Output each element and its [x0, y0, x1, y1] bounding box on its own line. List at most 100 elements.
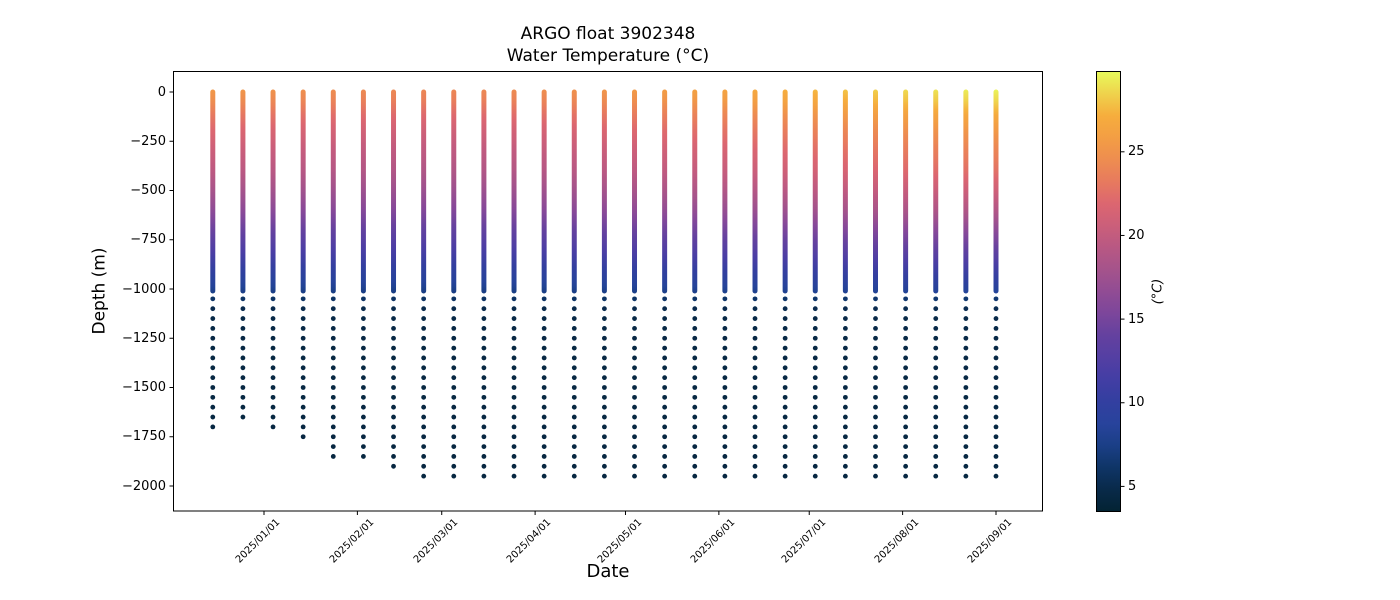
profile-deep-dot	[812, 375, 818, 381]
profile-deep-dot	[662, 444, 668, 449]
profile-deep-dot	[842, 394, 848, 400]
profile-deep-dot	[481, 394, 487, 400]
profile-deep-dot	[481, 296, 487, 302]
profile-deep-dot	[481, 335, 487, 341]
profile-deep-dot	[782, 306, 788, 312]
profile-deep-dot	[210, 424, 216, 430]
profile-deep-dot	[993, 454, 999, 459]
profile-deep-dot	[240, 335, 246, 341]
profile-deep-dot	[933, 404, 939, 410]
profile-deep-dot	[421, 463, 427, 469]
profile-deep-dot	[421, 424, 427, 430]
profile-deep-dot	[270, 414, 276, 420]
profile-deep-dot	[842, 326, 848, 331]
profile-deep-dot	[963, 355, 969, 361]
profile-deep-dot	[541, 345, 547, 351]
profile-deep-dot	[632, 296, 637, 302]
profile-deep-dot	[812, 316, 818, 321]
profile-deep-dot	[541, 454, 547, 459]
profile-deep-dot	[662, 463, 668, 469]
profile-deep-dot	[571, 463, 577, 469]
profile-deep-dot	[511, 473, 517, 479]
profile-deep-dot	[873, 404, 878, 410]
profile-deep-dot	[842, 463, 848, 469]
profile-deep-dot	[481, 414, 487, 420]
profile-deep-dot	[662, 345, 668, 351]
profile-deep-dot	[481, 444, 487, 449]
profile-deep-dot	[300, 316, 306, 321]
profile-deep-dot	[903, 414, 909, 420]
profile-deep-dot	[963, 306, 969, 312]
profile-deep-dot	[541, 434, 547, 440]
profile-deep-dot	[300, 306, 306, 312]
colorbar-label: (°C)	[1150, 278, 1166, 305]
profile-deep-dot	[601, 326, 607, 331]
profile-deep-dot	[782, 326, 788, 331]
profile-deep-dot	[210, 414, 216, 420]
profile-deep-dot	[692, 335, 698, 341]
profile-deep-dot	[300, 335, 306, 341]
profile-deep-dot	[873, 296, 878, 302]
profile-deep-dot	[722, 424, 728, 430]
profile-deep-dot	[812, 365, 818, 371]
profile-deep-dot	[361, 345, 366, 351]
profile-upper-strip	[963, 89, 969, 294]
profile-deep-dot	[692, 326, 698, 331]
profile-deep-dot	[330, 326, 336, 331]
profile-deep-dot	[842, 454, 848, 459]
profile-deep-dot	[361, 444, 366, 449]
profile-deep-dot	[903, 306, 909, 312]
profile-deep-dot	[993, 375, 999, 381]
profile-deep-dot	[240, 316, 246, 321]
profile-deep-dot	[601, 414, 607, 420]
profile-deep-dot	[210, 306, 216, 312]
colorbar-tick-label: 15	[1128, 311, 1145, 327]
profile-deep-dot	[511, 326, 517, 331]
profile-deep-dot	[752, 296, 758, 302]
profile-deep-dot	[993, 424, 999, 430]
profile-deep-dot	[692, 434, 698, 440]
profile-deep-dot	[481, 424, 487, 430]
profile-upper-strip	[481, 89, 487, 294]
profile-deep-dot	[752, 394, 758, 400]
profile-deep-dot	[993, 414, 999, 420]
profile-deep-dot	[210, 335, 216, 341]
profile-deep-dot	[421, 375, 427, 381]
profile-deep-dot	[541, 365, 547, 371]
profile-deep-dot	[873, 316, 878, 321]
profile-deep-dot	[632, 404, 637, 410]
profile-deep-dot	[873, 424, 878, 430]
profile-upper-strip	[752, 89, 758, 294]
profile-deep-dot	[571, 296, 577, 302]
profile-deep-dot	[421, 473, 427, 479]
profile-deep-dot	[782, 473, 788, 479]
profile-deep-dot	[782, 375, 788, 381]
profile-deep-dot	[391, 296, 396, 302]
profile-upper-strip	[722, 89, 728, 294]
profile-deep-dot	[210, 375, 216, 381]
profile-deep-dot	[903, 385, 909, 390]
profile-deep-dot	[300, 394, 306, 400]
profile-deep-dot	[330, 306, 336, 312]
profile-deep-dot	[933, 306, 939, 312]
profile-deep-dot	[270, 424, 276, 430]
profile-deep-dot	[571, 444, 577, 449]
profile-deep-dot	[210, 385, 216, 390]
profile-upper-strip	[782, 89, 788, 294]
profile-deep-dot	[601, 375, 607, 381]
profile-deep-dot	[451, 316, 457, 321]
profile-deep-dot	[451, 394, 457, 400]
profile-deep-dot	[421, 434, 427, 440]
profile-deep-dot	[963, 345, 969, 351]
profile-deep-dot	[692, 394, 698, 400]
profile-deep-dot	[330, 365, 336, 371]
profile-deep-dot	[782, 424, 788, 430]
profile-deep-dot	[511, 463, 517, 469]
profile-deep-dot	[873, 355, 878, 361]
profile-deep-dot	[933, 414, 939, 420]
profile-deep-dot	[330, 414, 336, 420]
profile-upper-strip	[601, 89, 607, 294]
profile-deep-dot	[330, 335, 336, 341]
profile-deep-dot	[812, 306, 818, 312]
profile-deep-dot	[903, 463, 909, 469]
